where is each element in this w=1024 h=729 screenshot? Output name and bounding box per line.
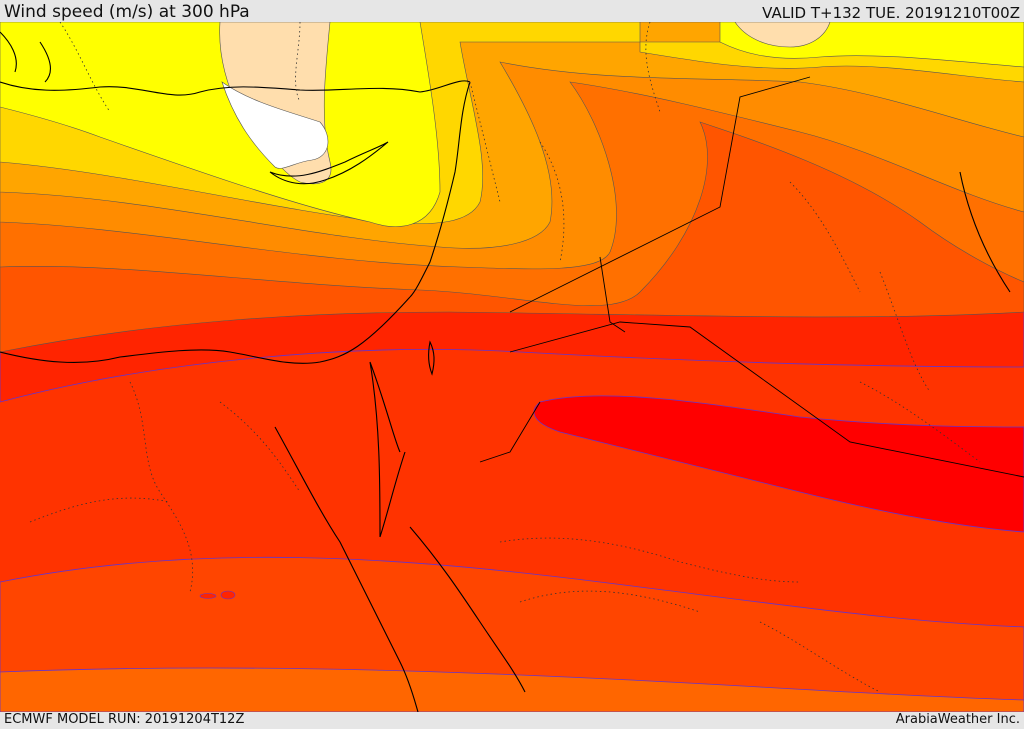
- coast-levant: [409, 81, 471, 298]
- border-jordan-iraq: [599, 256, 626, 333]
- patch-red-1: [220, 590, 236, 600]
- patch-red-2: [199, 593, 217, 599]
- border-iraq-saudi: [509, 76, 811, 313]
- coast-turkey: [0, 80, 471, 96]
- band-tan-ne: [734, 22, 831, 48]
- border-jordan-saudi: [509, 321, 1024, 478]
- coast-sinai-suez: [369, 361, 406, 538]
- header-bar: Wind speed (m/s) at 300 hPa VALID T+132 …: [0, 0, 1024, 22]
- band-south-orange2: [0, 667, 1024, 712]
- border-egypt-sudan: [479, 401, 541, 463]
- coast-red-sea-east: [409, 526, 526, 693]
- credit: ArabiaWeather Inc.: [895, 712, 1020, 727]
- coastlines: [0, 31, 1011, 712]
- coast-red-sea-west: [274, 426, 419, 712]
- borders: [479, 76, 1024, 478]
- coast-aegean: [0, 31, 51, 83]
- valid-time: VALID T+132 TUE. 20191210T00Z: [762, 4, 1020, 22]
- band-white: [221, 81, 329, 169]
- coast-cyprus: [269, 141, 389, 185]
- footer-bar: ECMWF MODEL RUN: 20191204T12Z ArabiaWeat…: [0, 712, 1024, 729]
- model-run: ECMWF MODEL RUN: 20191204T12Z: [4, 712, 245, 727]
- band-jet-core: [533, 395, 1024, 533]
- wind-speed-map: [0, 22, 1024, 712]
- coast-gulf: [959, 171, 1011, 293]
- coast-dead-sea: [428, 340, 435, 376]
- admin-boundaries: [29, 22, 981, 693]
- map-title: Wind speed (m/s) at 300 hPa: [4, 2, 250, 22]
- coast-egypt-north: [0, 296, 411, 364]
